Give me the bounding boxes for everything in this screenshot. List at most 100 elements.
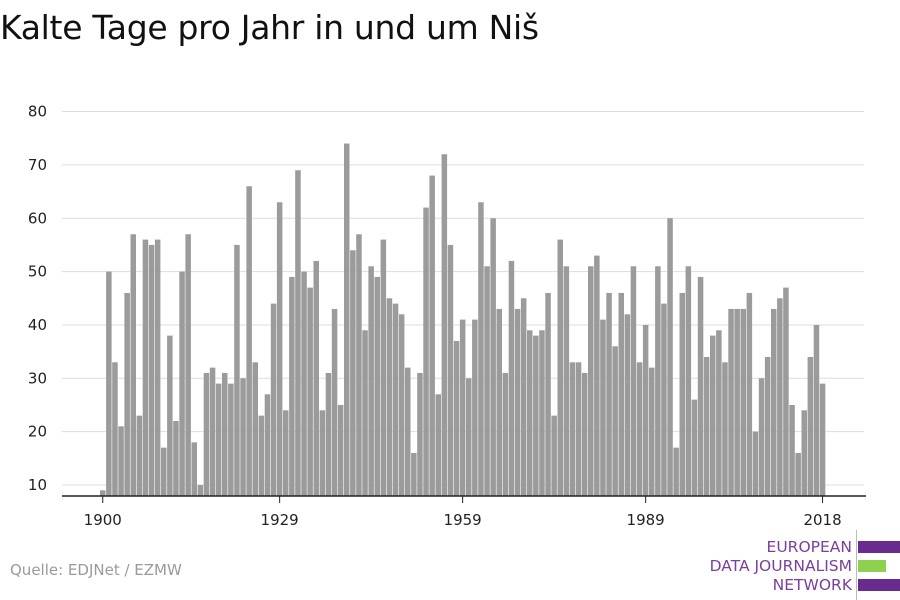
bar-1928 <box>270 303 277 496</box>
bar-1901 <box>106 271 112 496</box>
bar-1962 <box>478 202 484 496</box>
bar-1999 <box>703 356 710 496</box>
y-tick-label: 20 <box>28 423 47 441</box>
bar-1902 <box>112 362 118 496</box>
bar-1963 <box>484 266 490 496</box>
bar-2013 <box>789 404 795 496</box>
bar-1904 <box>124 292 130 496</box>
bar-1978 <box>575 362 582 496</box>
bar-1932 <box>295 170 301 497</box>
bar-1958 <box>453 340 460 496</box>
y-tick-label: 40 <box>28 316 47 334</box>
bar-1935 <box>313 260 319 496</box>
bar-2017 <box>813 324 820 496</box>
bar-1944 <box>368 266 374 496</box>
bar-1910 <box>161 447 167 496</box>
bar-1955 <box>435 394 441 496</box>
bar-2011 <box>777 298 783 496</box>
logo-divider <box>856 530 857 600</box>
bar-1988 <box>636 362 643 496</box>
bar-2006 <box>746 292 753 496</box>
bar-1964 <box>490 218 496 496</box>
edjnet-logo: EUROPEAN DATA JOURNALISM NETWORK <box>700 530 900 600</box>
bar-1906 <box>136 415 143 496</box>
bar-1987 <box>630 266 637 496</box>
bar-1967 <box>508 260 515 496</box>
bar-1976 <box>563 266 570 496</box>
bar-1986 <box>624 314 631 496</box>
bar-1938 <box>331 308 338 496</box>
x-tick-label: 1900 <box>84 511 122 529</box>
y-tick-label: 30 <box>28 369 47 387</box>
bar-1934 <box>307 287 313 496</box>
bar-2003 <box>728 308 734 496</box>
logo-line-3: NETWORK <box>772 576 852 594</box>
bar-2004 <box>734 308 740 496</box>
bar-2012 <box>783 287 789 496</box>
y-tick-label: 60 <box>28 209 47 227</box>
bar-1969 <box>520 298 527 496</box>
bar-1937 <box>325 372 332 496</box>
bar-1974 <box>551 415 557 496</box>
bar-1911 <box>167 335 173 496</box>
bar-1903 <box>118 426 124 496</box>
logo-bar-purple-bottom <box>858 579 900 591</box>
bar-1905 <box>130 234 136 496</box>
bar-1993 <box>667 218 673 496</box>
bar-1950 <box>405 367 411 496</box>
bar-2016 <box>807 356 814 496</box>
bar-1949 <box>398 314 405 496</box>
bar-1979 <box>581 372 588 496</box>
bar-1954 <box>429 175 435 496</box>
bar-1933 <box>301 271 307 496</box>
bar-1936 <box>319 410 326 496</box>
bar-2007 <box>752 431 759 496</box>
bar-1947 <box>386 298 393 496</box>
bar-1977 <box>569 362 576 496</box>
bar-2001 <box>716 330 722 496</box>
x-axis-ticks: 1900 1929 1959 1989 2018 <box>84 496 842 529</box>
y-axis-labels: 10 20 30 40 50 60 70 80 <box>28 103 47 494</box>
bar-1918 <box>209 367 216 496</box>
bar-1951 <box>411 452 417 496</box>
bar-1985 <box>618 292 624 496</box>
logo-bar-green <box>858 560 886 572</box>
y-tick-label: 70 <box>28 156 47 174</box>
x-tick-label: 1989 <box>627 511 665 529</box>
bar-1917 <box>203 372 210 496</box>
bar-1912 <box>173 420 179 496</box>
bar-1922 <box>234 244 240 496</box>
bar-1942 <box>356 234 362 496</box>
bar-1996 <box>685 266 692 496</box>
bar-1957 <box>447 244 454 496</box>
bar-1941 <box>350 250 356 496</box>
bar-1921 <box>228 383 234 496</box>
bar-1939 <box>337 404 344 496</box>
bar-1970 <box>527 330 533 496</box>
bar-1992 <box>661 303 667 496</box>
source-note: Quelle: EDJNet / EZMW <box>10 561 182 579</box>
bar-1971 <box>533 335 539 496</box>
bar-1945 <box>374 276 380 496</box>
bar-2018 <box>819 383 826 496</box>
bar-1915 <box>191 442 197 496</box>
bar-1980 <box>588 266 594 496</box>
bar-2008 <box>758 378 765 496</box>
bar-1926 <box>258 415 265 496</box>
bar-1973 <box>545 292 551 496</box>
bar-1913 <box>179 271 185 496</box>
x-tick-label: 2018 <box>803 511 841 529</box>
bar-2010 <box>771 308 777 496</box>
bar-1953 <box>423 207 429 496</box>
bar-1989 <box>642 324 649 496</box>
bar-1960 <box>466 378 472 496</box>
bar-1930 <box>283 410 289 496</box>
x-tick-label: 1929 <box>261 511 299 529</box>
bar-2009 <box>764 356 771 496</box>
bar-1952 <box>417 372 423 496</box>
bar-chart: 10 20 30 40 50 60 70 80 1900 1929 1959 1989 2018 <box>28 103 866 529</box>
bar-1914 <box>185 234 191 496</box>
bar-1908 <box>148 244 155 496</box>
bar-1965 <box>496 308 502 496</box>
bar-1990 <box>649 367 655 496</box>
